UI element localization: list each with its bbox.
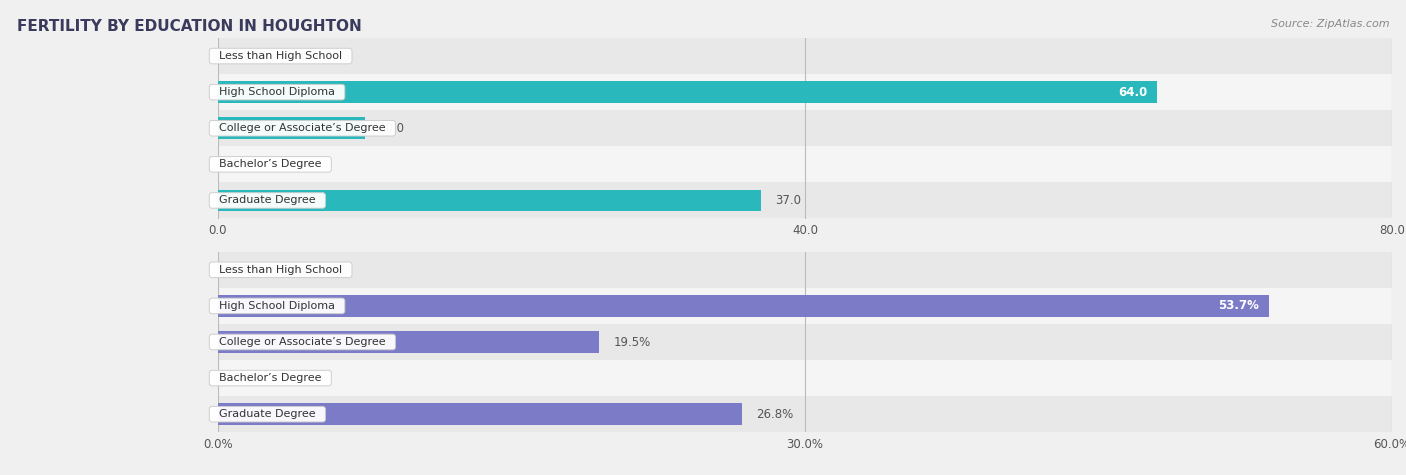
Text: 37.0: 37.0 — [775, 194, 801, 207]
Text: College or Associate’s Degree: College or Associate’s Degree — [212, 337, 392, 347]
Bar — [218, 288, 1392, 324]
Text: High School Diploma: High School Diploma — [212, 87, 342, 97]
Bar — [218, 324, 1392, 360]
Bar — [218, 403, 742, 425]
Text: Source: ZipAtlas.com: Source: ZipAtlas.com — [1271, 19, 1389, 29]
Bar — [218, 38, 1392, 74]
Text: Graduate Degree: Graduate Degree — [212, 195, 323, 206]
Text: 0.0%: 0.0% — [232, 371, 262, 385]
Text: Less than High School: Less than High School — [212, 265, 349, 275]
Text: 26.8%: 26.8% — [756, 408, 793, 421]
Text: Bachelor’s Degree: Bachelor’s Degree — [212, 159, 329, 170]
Text: 0.0: 0.0 — [232, 158, 250, 171]
Text: 10.0: 10.0 — [378, 122, 405, 135]
Text: 0.0: 0.0 — [232, 49, 250, 63]
Text: High School Diploma: High School Diploma — [212, 301, 342, 311]
Bar — [218, 146, 1392, 182]
Text: College or Associate’s Degree: College or Associate’s Degree — [212, 123, 392, 133]
Text: Bachelor’s Degree: Bachelor’s Degree — [212, 373, 329, 383]
Bar — [218, 182, 1392, 218]
Text: 64.0: 64.0 — [1119, 86, 1147, 99]
Text: 19.5%: 19.5% — [613, 335, 651, 349]
Bar — [218, 110, 1392, 146]
Bar — [218, 117, 364, 139]
Text: Less than High School: Less than High School — [212, 51, 349, 61]
Text: 0.0%: 0.0% — [232, 263, 262, 276]
Bar — [218, 252, 1392, 288]
Bar — [218, 331, 599, 353]
Text: 53.7%: 53.7% — [1219, 299, 1260, 313]
Bar — [218, 295, 1268, 317]
Bar — [218, 190, 761, 211]
Bar — [218, 360, 1392, 396]
Bar — [218, 396, 1392, 432]
Text: FERTILITY BY EDUCATION IN HOUGHTON: FERTILITY BY EDUCATION IN HOUGHTON — [17, 19, 361, 34]
Bar — [218, 81, 1157, 103]
Text: Graduate Degree: Graduate Degree — [212, 409, 323, 419]
Bar — [218, 74, 1392, 110]
